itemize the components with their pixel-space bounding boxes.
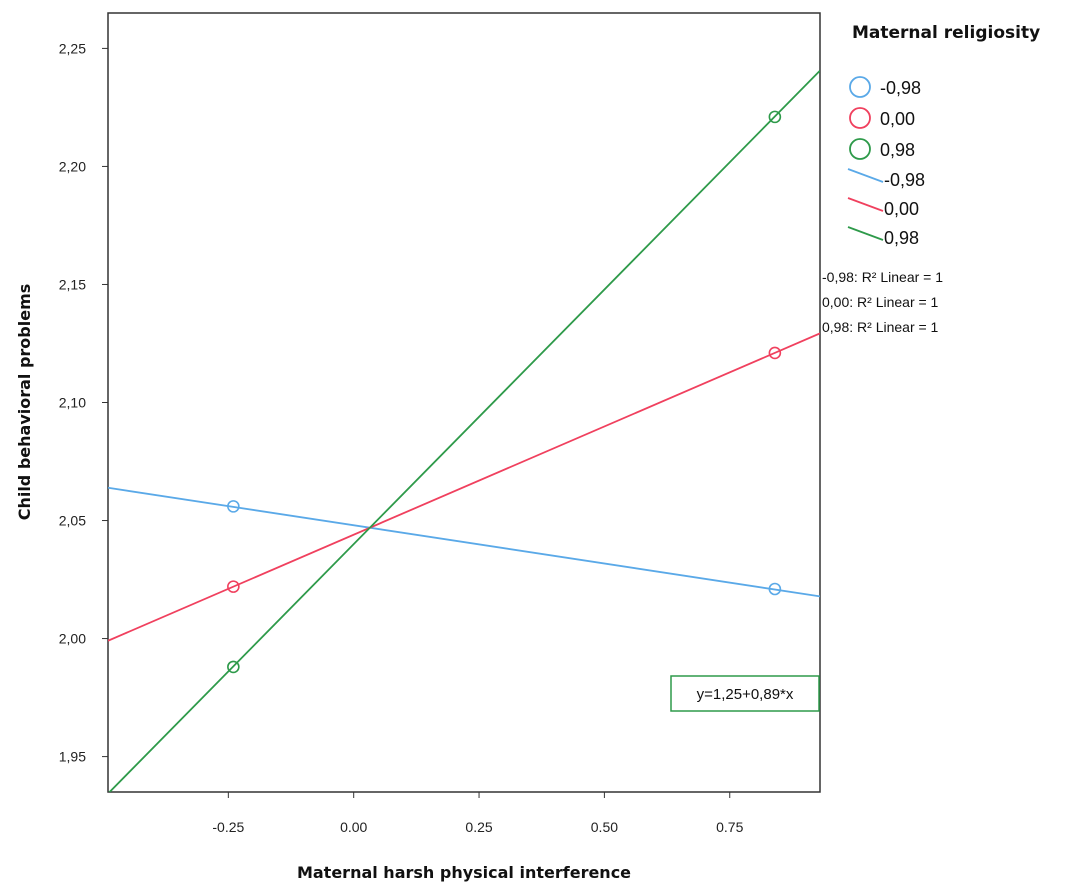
y-axis-ticks: 1,95 2,00 2,05 2,10 2,15 2,20 2,25 [59,40,108,765]
legend-line-label: 0,98 [884,228,919,248]
legend-marker-label: 0,98 [880,140,915,160]
r2-labels: -0,98: R² Linear = 1 0,00: R² Linear = 1 0… [822,269,943,335]
legend-line-label: -0,98 [884,170,925,190]
x-tick-label: 0.00 [340,819,367,835]
plot-frame [107,12,821,793]
data-point-series-2 [227,660,240,674]
data-point-series-1 [768,346,782,360]
legend-marker-swatch [849,76,871,98]
y-tick-label: 2,05 [59,513,86,529]
legend-line-swatch [847,168,884,183]
legend-title: Maternal religiosity [852,23,1040,43]
legend: Maternal religiosity -0,98 0,00 0,98 -0,98 0… [847,23,1040,248]
fit-lines [108,69,820,792]
y-tick-label: 2,10 [59,395,86,411]
x-axis-ticks: -0.25 0.00 0.25 0.50 0.75 [212,792,744,835]
legend-line-label: 0,00 [884,199,919,219]
y-axis-title: Child behavioral problems [15,284,34,521]
r2-label: 0,98: R² Linear = 1 [822,319,939,335]
legend-line-swatch [847,197,884,212]
legend-marker-label: -0,98 [880,78,921,98]
fit-line-series-1 [108,332,820,642]
data-point-series-0 [768,582,782,596]
x-tick-label: 0.50 [591,819,618,835]
fit-equation-label: y=1,25+0,89*x [697,686,794,703]
x-axis-title: Maternal harsh physical interference [297,863,631,882]
data-points [227,110,782,674]
legend-line-swatch [847,226,884,241]
fit-equation-box: y=1,25+0,89*x [670,675,820,712]
x-tick-label: 0.75 [716,819,743,835]
fit-line-series-2 [108,69,820,792]
r2-label: -0,98: R² Linear = 1 [822,269,943,285]
data-point-series-0 [227,500,240,513]
legend-marker-swatch [849,107,871,129]
x-tick-label: -0.25 [212,819,244,835]
fit-equation-border [670,675,820,712]
y-tick-label: 2,00 [59,631,86,647]
data-point-series-2 [768,110,782,124]
y-tick-label: 1,95 [59,749,86,765]
r2-label: 0,00: R² Linear = 1 [822,294,939,310]
legend-marker-swatch [849,138,871,160]
y-tick-label: 2,20 [59,158,86,174]
x-tick-label: 0.25 [465,819,492,835]
legend-marker-label: 0,00 [880,109,915,129]
fit-line-series-0 [108,486,820,598]
y-tick-label: 2,25 [59,40,86,56]
data-point-series-1 [227,580,240,593]
y-tick-label: 2,15 [59,276,86,292]
